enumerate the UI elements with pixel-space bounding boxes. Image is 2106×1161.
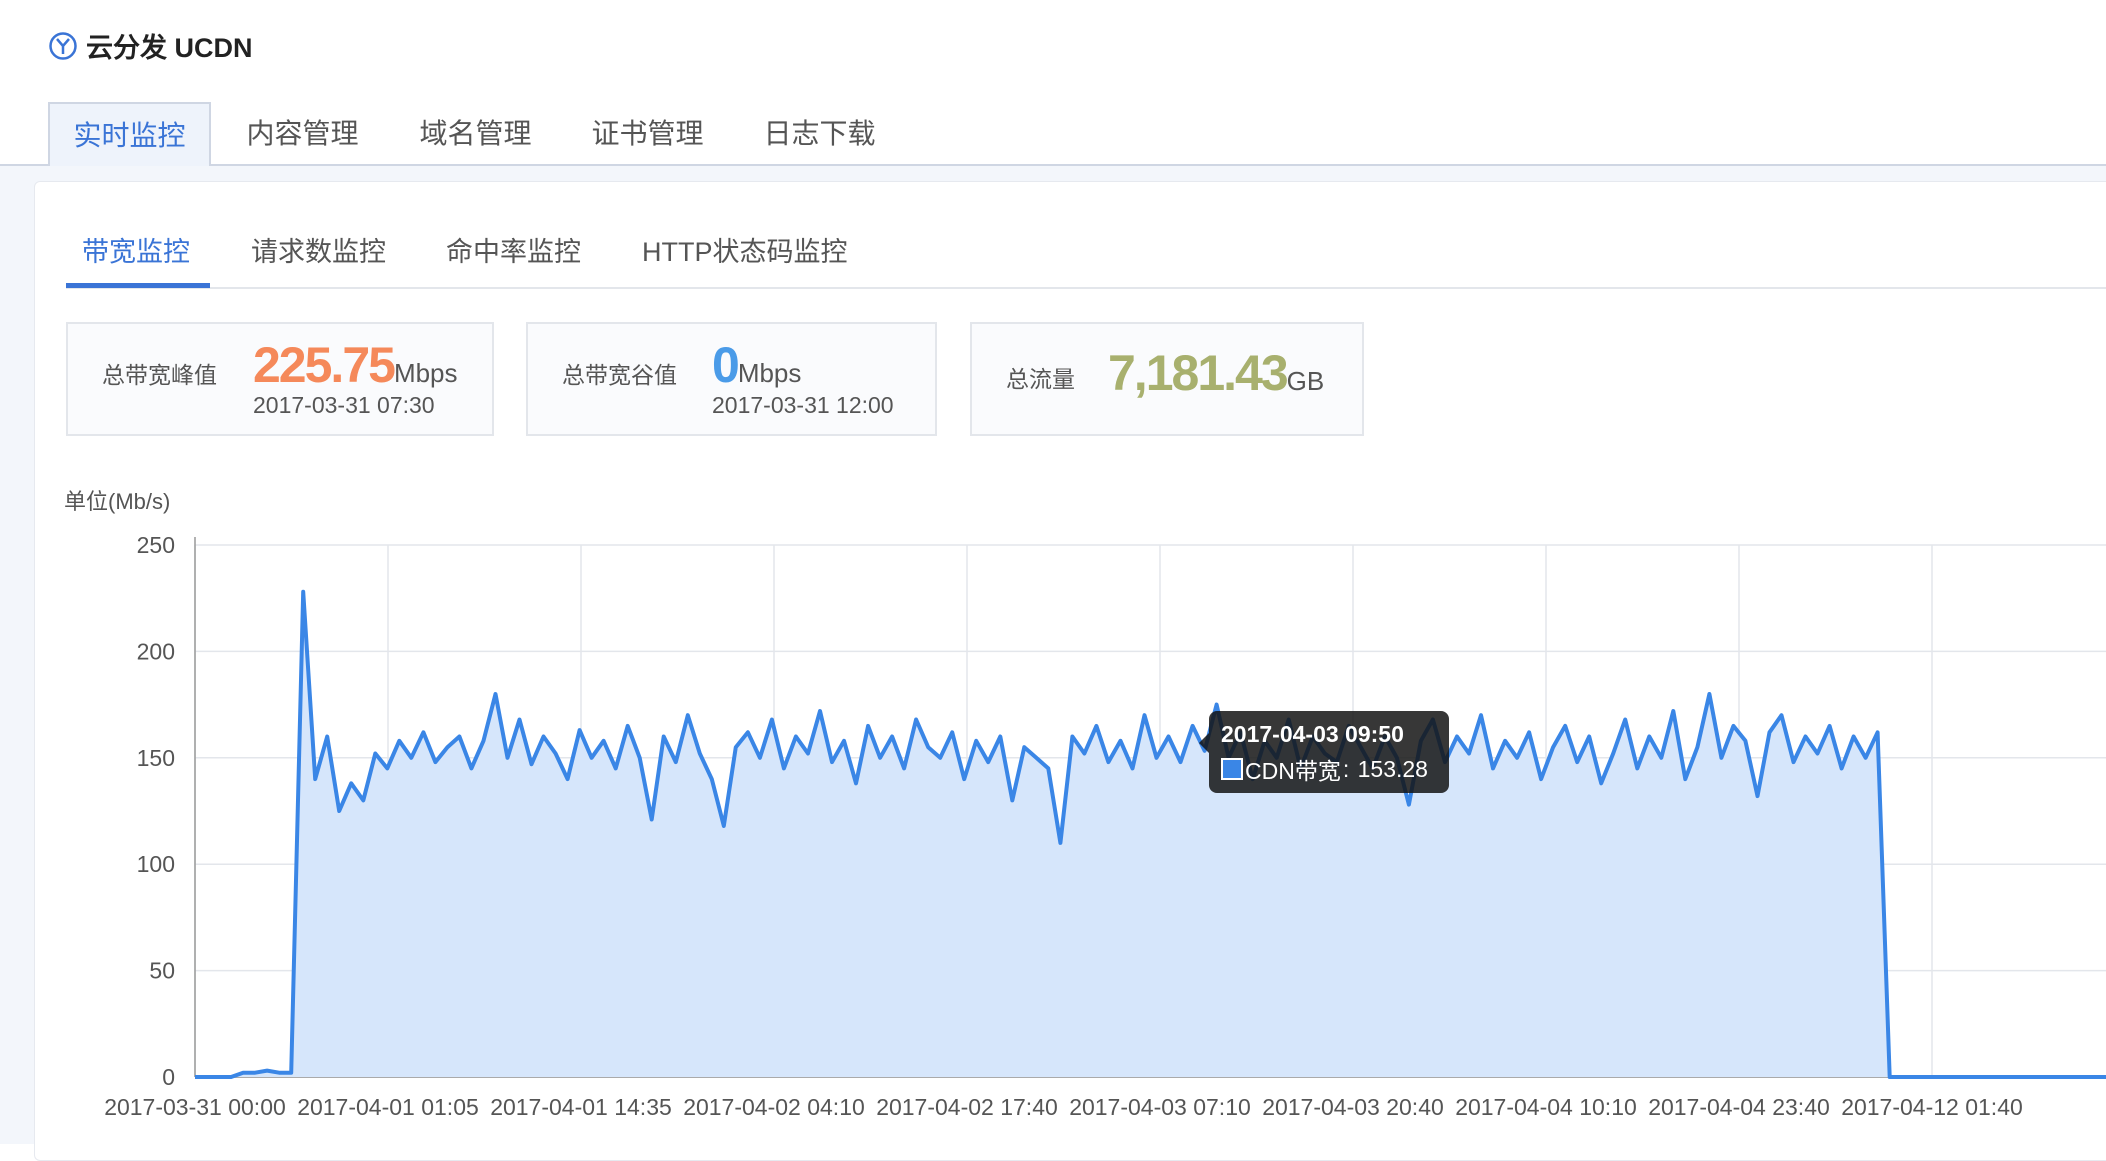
subtab-bandwidth[interactable]: 带宽监控: [82, 237, 190, 267]
app-logo: 云分发 UCDN: [48, 26, 253, 65]
y-tick-label: 50: [149, 958, 175, 984]
stat-valley-time: 2017-03-31 12:00: [712, 392, 894, 418]
active-subtab-indicator: [66, 283, 210, 288]
tooltip-sep: :: [1342, 755, 1356, 782]
stat-total-unit: GB: [1286, 366, 1325, 396]
y-tick-label: 0: [162, 1064, 175, 1090]
stat-total-value: 7,181.43: [1108, 345, 1289, 401]
tooltip-series: CDN带宽: [1245, 758, 1341, 784]
stat-peak-time: 2017-03-31 07:30: [253, 392, 435, 418]
stat-total: 总流量 7,181.43GB: [970, 322, 1364, 436]
stat-peak-unit: Mbps: [393, 358, 458, 388]
series-line: [195, 589, 2106, 1079]
top-nav: 实时监控 内容管理 域名管理 证书管理 日志下载: [0, 102, 2106, 168]
tooltip-time: 2017-04-03 09:50: [1221, 721, 1404, 747]
y-tick-label: 100: [137, 851, 175, 877]
subtab-divider: [66, 287, 2106, 289]
y-tick-label: 200: [137, 638, 175, 664]
subtab-http-status[interactable]: HTTP状态码监控: [642, 237, 848, 267]
x-tick-label: 2017-04-12 01:40: [1841, 1094, 2023, 1120]
x-tick-label: 2017-04-03 20:40: [1262, 1094, 1444, 1120]
tab-realtime-monitor[interactable]: 实时监控: [48, 102, 211, 168]
x-tick-label: 2017-04-01 14:35: [490, 1094, 672, 1120]
subtab-requests[interactable]: 请求数监控: [251, 237, 386, 267]
ucloud-logo-icon: [49, 31, 77, 60]
tab-domain-manage[interactable]: 域名管理: [419, 118, 532, 149]
stat-valley: 总带宽谷值 0Mbps 2017-03-31 12:00: [526, 322, 937, 436]
tab-cert-manage[interactable]: 证书管理: [591, 118, 704, 149]
x-tick-label: 2017-03-31 00:00: [104, 1094, 286, 1120]
tab-log-download[interactable]: 日志下载: [763, 118, 876, 149]
tooltip-series-swatch: [1221, 758, 1243, 780]
stat-peak-value: 225.75: [253, 337, 396, 393]
stat-valley-label: 总带宽谷值: [562, 362, 677, 388]
x-tick-label: 2017-04-01 01:05: [297, 1094, 479, 1120]
stat-peak-value-wrap: 225.75Mbps: [253, 336, 458, 394]
stat-valley-value-wrap: 0Mbps: [712, 336, 801, 394]
y-axis-unit-label: 单位(Mb/s): [64, 489, 171, 514]
stat-valley-value: 0: [712, 337, 740, 393]
y-tick-label: 150: [137, 745, 175, 771]
app-title: 云分发 UCDN: [86, 33, 253, 63]
x-tick-label: 2017-04-02 04:10: [683, 1094, 865, 1120]
chart-tooltip: 2017-04-03 09:50 CDN带宽: 153.28: [1199, 711, 1449, 793]
x-tick-label: 2017-04-03 07:10: [1069, 1094, 1251, 1120]
stat-total-value-wrap: 7,181.43GB: [1108, 344, 1324, 402]
x-tick-label: 2017-04-02 17:40: [876, 1094, 1058, 1120]
tab-content-manage[interactable]: 内容管理: [246, 118, 359, 149]
x-tick-label: 2017-04-04 10:10: [1455, 1094, 1637, 1120]
stat-peak: 总带宽峰值 225.75Mbps 2017-03-31 07:30: [66, 322, 494, 436]
series-area: [195, 591, 2106, 1077]
tooltip-value: 153.28: [1357, 755, 1428, 782]
subtab-hitrate[interactable]: 命中率监控: [446, 237, 581, 267]
bandwidth-chart[interactable]: 0 50 100 150 200 250 2017-03-31 00:00 2017-04-0…: [0, 520, 2106, 1144]
stat-peak-label: 总带宽峰值: [102, 362, 217, 388]
stat-total-label: 总流量: [1006, 366, 1075, 392]
stat-valley-unit: Mbps: [737, 358, 802, 388]
x-tick-label: 2017-04-04 23:40: [1648, 1094, 1830, 1120]
y-tick-label: 250: [137, 532, 175, 558]
